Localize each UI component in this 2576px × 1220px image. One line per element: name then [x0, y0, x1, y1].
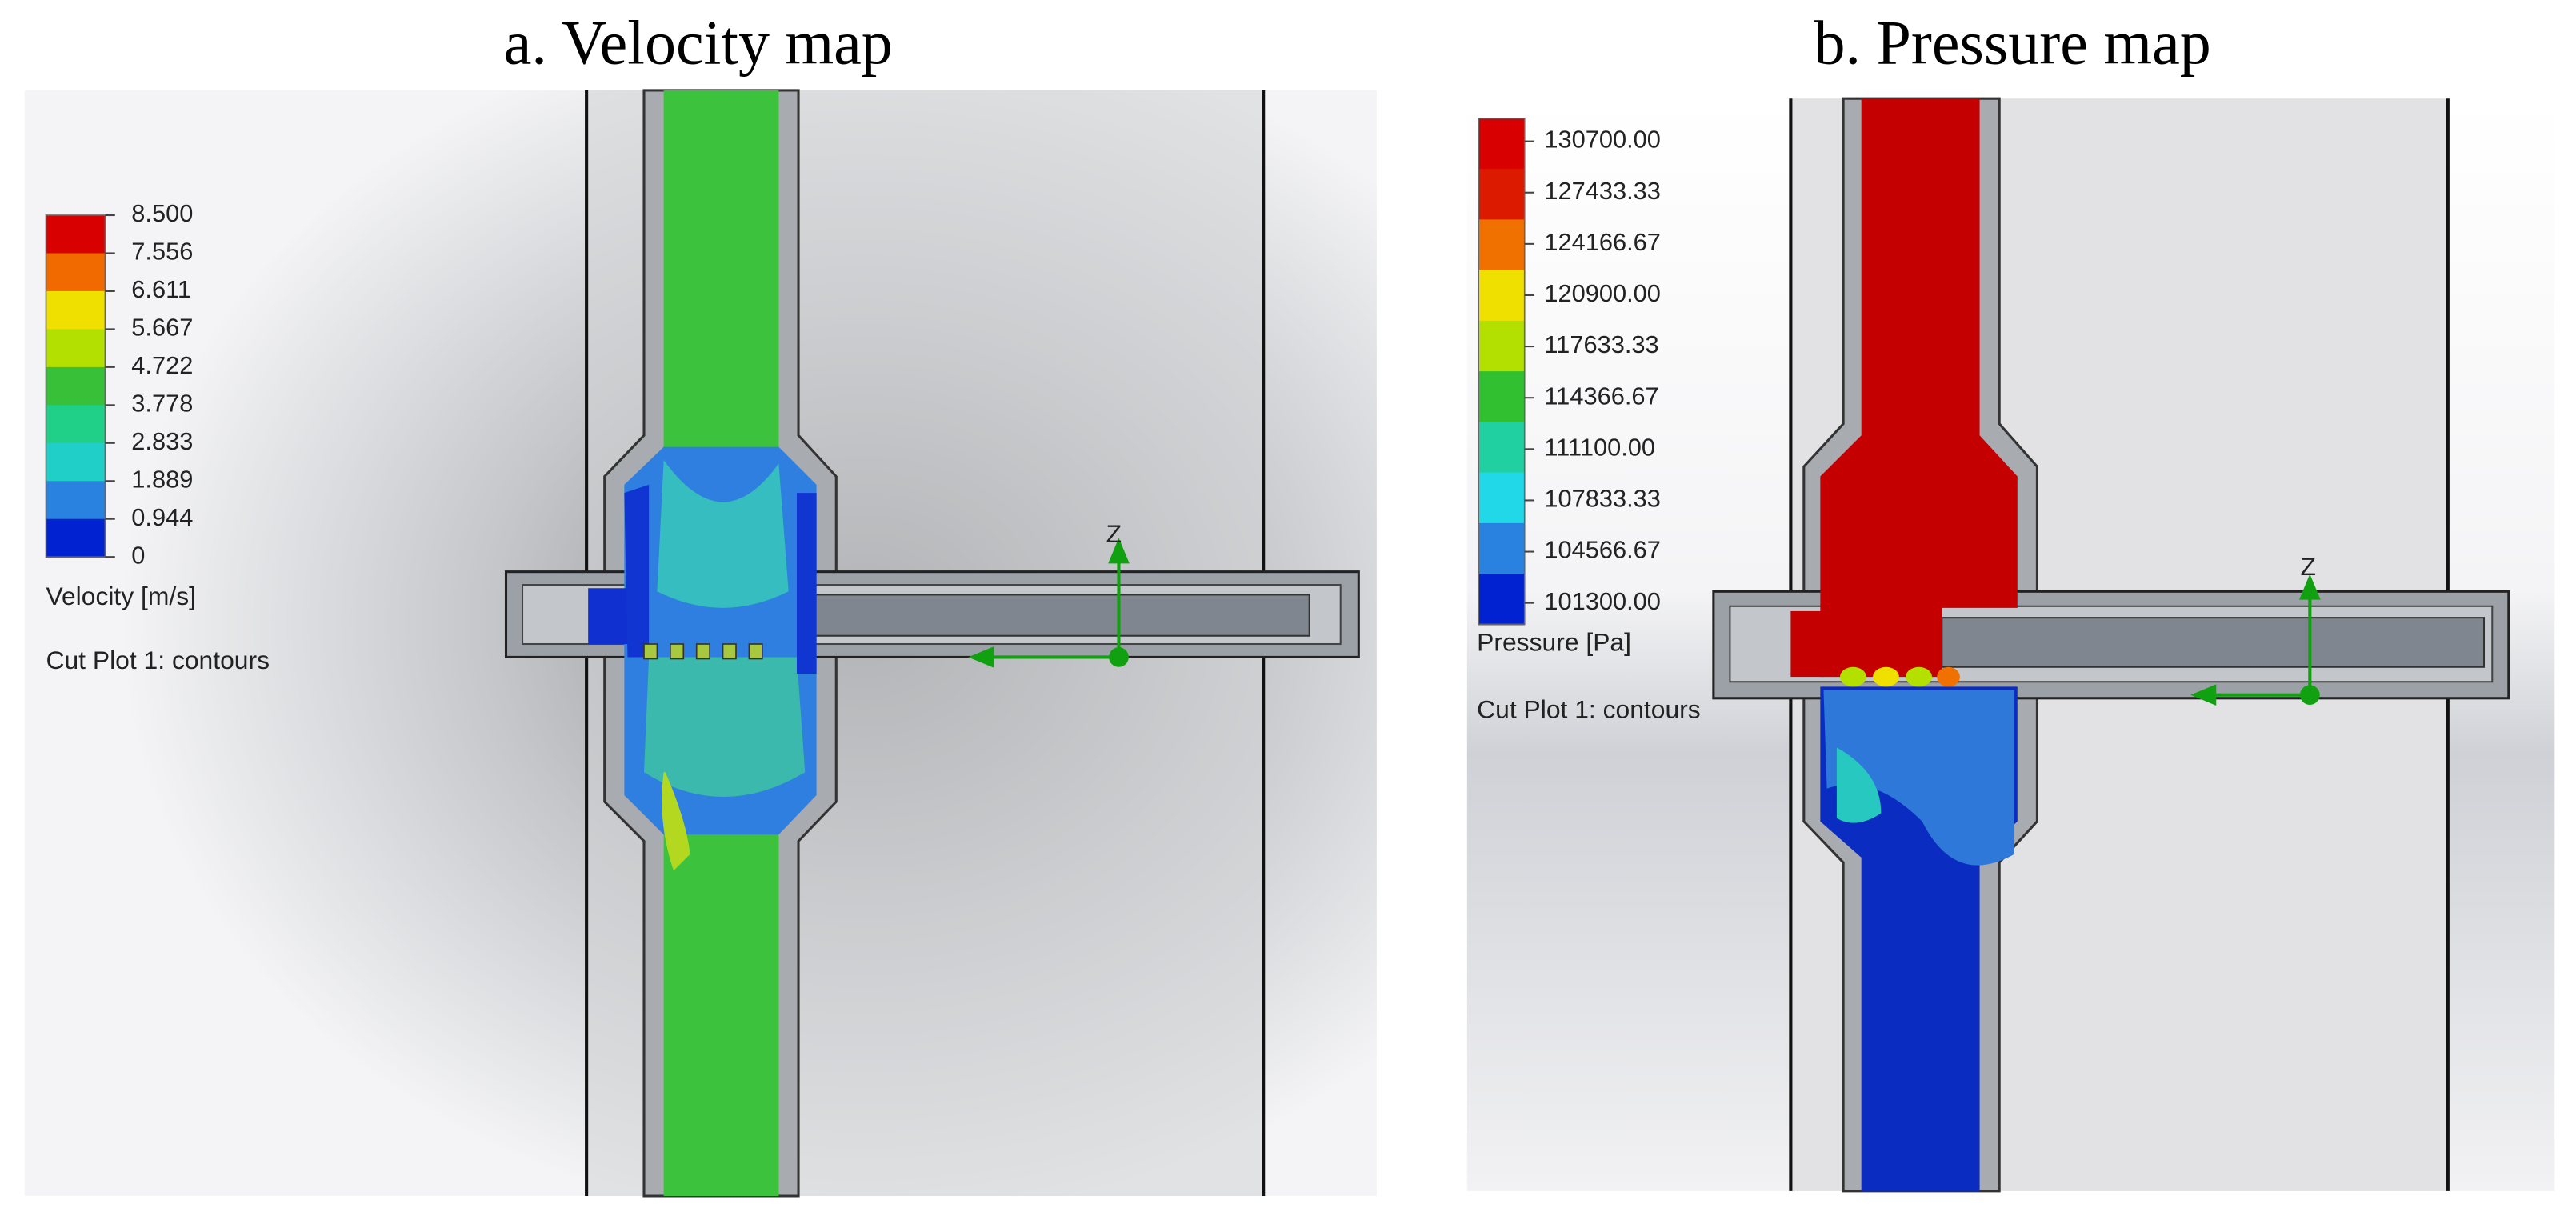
flow-blue	[796, 493, 817, 674]
legend-label: 0	[131, 541, 145, 569]
flow-yellow	[662, 772, 690, 871]
flow-cyan	[644, 657, 806, 797]
legend-label: 4.722	[131, 351, 193, 379]
pressure-panel: Z Pressure [Pa] Cut Plot 1: contours	[1466, 97, 2555, 1193]
legend-label: 6.611	[131, 275, 191, 303]
axis-label: Z	[1106, 519, 1122, 548]
axis-triad	[2190, 574, 2321, 706]
velocity-panel: Z Velocity [m/s] Cut Plot 1: contours	[24, 89, 1377, 1198]
flow-blue	[588, 588, 633, 645]
legend-label: 114366.67	[1544, 382, 1658, 410]
legend-label: 0.944	[131, 503, 193, 531]
legend-label: 3.778	[131, 389, 193, 417]
rod	[742, 594, 1310, 637]
flow-blue	[624, 484, 650, 658]
legend-swatch	[46, 442, 106, 482]
legend-swatch	[1478, 522, 1525, 575]
legend-swatch	[1478, 118, 1525, 170]
legend-label: 2.833	[131, 427, 193, 455]
rod	[1941, 617, 2486, 668]
caption: Cut Plot 1: contours	[46, 646, 270, 674]
flow-mid	[1823, 690, 2014, 866]
legend-title: Pressure [Pa]	[1477, 627, 1631, 656]
legend-swatch	[46, 405, 106, 444]
flow-red	[1820, 98, 2018, 678]
panel-title: a. Velocity map	[504, 8, 893, 78]
legend-label: 8.500	[131, 199, 193, 227]
legend-swatch	[46, 366, 106, 406]
legend-frame	[1478, 118, 1526, 626]
legend-swatch	[1478, 270, 1525, 322]
axis-label: Z	[2301, 552, 2316, 581]
legend-swatch	[1478, 371, 1525, 423]
legend-label: 5.667	[131, 314, 193, 342]
holes	[1840, 666, 1960, 687]
legend-swatch	[46, 518, 106, 558]
legend-swatch	[46, 329, 106, 368]
legend-swatch	[46, 290, 106, 330]
legend-swatch	[1478, 574, 1525, 626]
legend-label: 124166.67	[1544, 228, 1661, 256]
legend-label: 130700.00	[1544, 126, 1661, 154]
legend-swatch	[1478, 219, 1525, 271]
caption: Cut Plot 1: contours	[1477, 695, 1701, 724]
legend-label: 1.889	[131, 465, 193, 493]
legend-label: 107833.33	[1544, 485, 1661, 513]
legend-swatch	[46, 215, 106, 254]
panel-title: b. Pressure map	[1814, 8, 2211, 78]
legend-label: 117633.33	[1544, 330, 1658, 358]
flow-cyan	[657, 460, 789, 608]
legend-frame	[45, 214, 106, 558]
legend-label: 111100.00	[1544, 433, 1655, 461]
holes	[643, 643, 763, 660]
legend-label: 101300.00	[1544, 587, 1661, 615]
legend-swatch	[1478, 422, 1525, 474]
legend-label: 104566.67	[1544, 536, 1661, 564]
legend-label: 127433.33	[1544, 177, 1661, 205]
flow-cyan	[1836, 747, 1882, 823]
legend-swatch	[1478, 320, 1525, 373]
legend-swatch	[1478, 472, 1525, 524]
axis-triad	[968, 538, 1130, 668]
flow-red	[1790, 610, 1824, 678]
legend-title: Velocity [m/s]	[46, 582, 197, 610]
legend-label: 7.556	[131, 238, 193, 266]
legend-swatch	[46, 253, 106, 292]
legend-swatch	[1478, 169, 1525, 221]
legend-label: 120900.00	[1544, 279, 1661, 307]
legend-swatch	[46, 481, 106, 520]
